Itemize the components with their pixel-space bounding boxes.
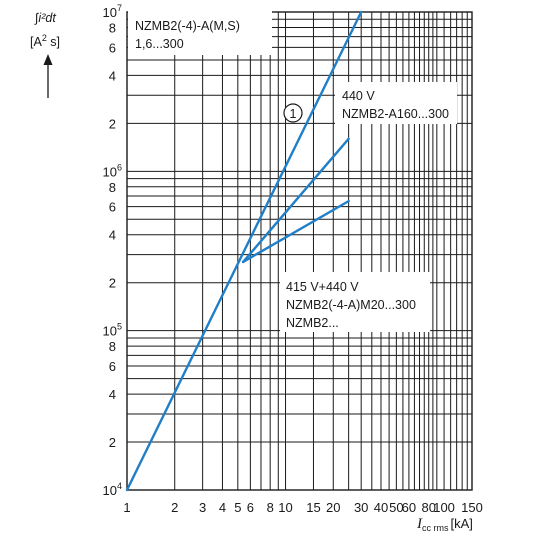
y-tick-label: 6 [109, 40, 116, 55]
y-axis-arrow-head [43, 54, 53, 65]
x-tick-label: 15 [306, 500, 320, 515]
annotation-box-440v [335, 82, 457, 124]
x-tick-label: 4 [219, 500, 226, 515]
x-tick-label: 40 [374, 500, 388, 515]
annotation-415v-line3: NZMB2... [286, 316, 339, 330]
y-tick-label: 4 [109, 68, 116, 83]
series-line-2 [241, 137, 350, 264]
y-tick-label: 8 [109, 180, 116, 195]
x-tick-label: 8 [267, 500, 274, 515]
x-tick-label: 20 [326, 500, 340, 515]
y-tick-label: 4 [109, 387, 116, 402]
curve-marker-circle [283, 103, 303, 123]
y-tick-label: 8 [109, 20, 116, 35]
y-tick-label: 105 [103, 322, 122, 339]
x-axis-label: Icc rms [kA] [416, 516, 473, 533]
annotation-type-line2: 1,6...300 [135, 37, 184, 51]
x-tick-label: 30 [354, 500, 368, 515]
x-tick-label: 100 [433, 500, 455, 515]
x-tick-label: 10 [278, 500, 292, 515]
x-tick-label: 6 [247, 500, 254, 515]
x-tick-label: 5 [234, 500, 241, 515]
y-tick-label: 106 [103, 162, 122, 179]
chart-grid [126, 11, 473, 491]
annotation-415v-line1: 415 V+440 V [286, 280, 359, 294]
annotation-440v-line2: NZMB2-A160...300 [342, 107, 449, 121]
series-line-1 [125, 10, 363, 492]
y-tick-label: 6 [109, 359, 116, 374]
y-tick-label: 2 [109, 435, 116, 450]
annotation-415v-line2: NZMB2(-4-A)M20...300 [286, 298, 416, 312]
plot-frame [126, 11, 473, 491]
y-tick-label: 8 [109, 339, 116, 354]
x-tick-label: 1 [123, 500, 130, 515]
annotation-440v-line1: 440 V [342, 89, 375, 103]
curve-marker-label: 1 [290, 107, 297, 121]
x-tick-label: 2 [171, 500, 178, 515]
y-tick-label: 6 [109, 200, 116, 215]
series-line-3 [241, 199, 350, 264]
y-axis-unit: [A2 s] [30, 33, 60, 49]
y-tick-label: 4 [109, 228, 116, 243]
y-tick-label: 2 [109, 276, 116, 291]
x-tick-label: 50 [389, 500, 403, 515]
x-tick-label: 80 [421, 500, 435, 515]
x-tick-label: 150 [461, 500, 483, 515]
x-tick-label: 3 [199, 500, 206, 515]
annotation-type-line1: NZMB2(-4)-A(M,S) [135, 19, 240, 33]
x-tick-label: 60 [402, 500, 416, 515]
annotation-box-415v [280, 272, 430, 332]
chart-series [125, 10, 363, 492]
annotation-box-type [128, 9, 272, 55]
y-tick-label: 2 [109, 116, 116, 131]
y-axis-label: ∫i²dt [34, 11, 56, 25]
y-tick-label: 107 [103, 3, 122, 20]
y-tick-label: 104 [103, 481, 122, 498]
